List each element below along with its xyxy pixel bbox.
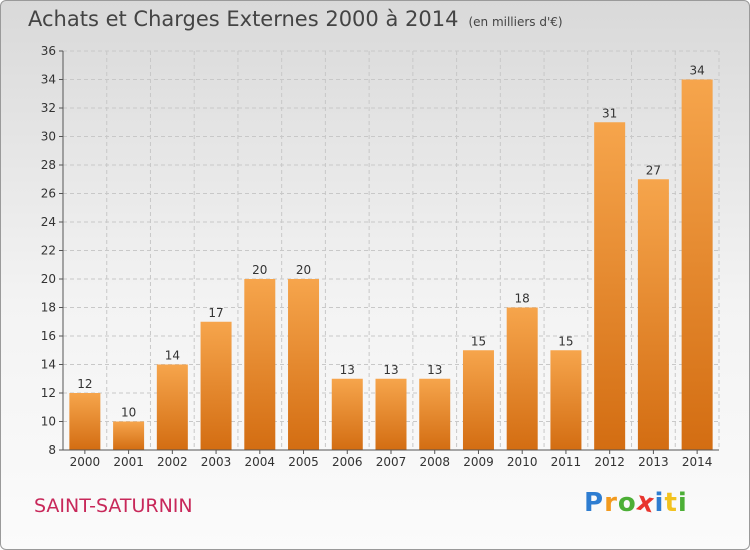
commune-name: SAINT-SATURNIN bbox=[34, 495, 193, 517]
bar bbox=[113, 421, 145, 450]
bar bbox=[244, 279, 276, 450]
logo-letter: o bbox=[617, 488, 637, 518]
bar-value-label: 20 bbox=[252, 263, 267, 277]
bar bbox=[200, 321, 232, 450]
bars: 12 10 14 17 20 20 13 13 13 15 18 15 31 27 34 bbox=[69, 64, 713, 450]
chart-title-block: Achats et Charges Externes 2000 à 2014 (e… bbox=[28, 7, 563, 31]
x-tick-label: 2007 bbox=[376, 455, 407, 469]
bar-value-label: 13 bbox=[383, 363, 398, 377]
bar-value-label: 15 bbox=[471, 334, 486, 348]
x-tick-label: 2011 bbox=[551, 455, 582, 469]
logo-letter: i bbox=[654, 488, 665, 518]
bar-value-label: 31 bbox=[602, 106, 617, 120]
x-tick-label: 2009 bbox=[463, 455, 494, 469]
bar bbox=[681, 79, 713, 450]
logo-letter: r bbox=[604, 488, 618, 518]
x-tick-label: 2001 bbox=[113, 455, 144, 469]
logo-letter: t bbox=[664, 488, 678, 518]
y-tick-label: 32 bbox=[41, 101, 56, 115]
bar bbox=[156, 364, 188, 450]
y-tick-label: 8 bbox=[48, 443, 56, 457]
chart-title: Achats et Charges Externes 2000 à 2014 bbox=[28, 7, 459, 31]
bar bbox=[69, 393, 101, 450]
bar bbox=[594, 122, 626, 450]
bar bbox=[506, 307, 538, 450]
bar-value-label: 14 bbox=[165, 349, 180, 363]
bar-value-label: 15 bbox=[558, 334, 573, 348]
bar-value-label: 27 bbox=[646, 163, 661, 177]
y-tick-label: 22 bbox=[41, 244, 56, 258]
logo-letter: P bbox=[584, 488, 605, 518]
bar-value-label: 10 bbox=[121, 406, 136, 420]
bar-value-label: 12 bbox=[77, 377, 92, 391]
x-tick-label: 2013 bbox=[638, 455, 669, 469]
bar bbox=[419, 378, 451, 450]
x-tick-label: 2002 bbox=[157, 455, 188, 469]
y-tick-label: 16 bbox=[41, 329, 56, 343]
x-tick-label: 2012 bbox=[594, 455, 625, 469]
x-tick-label: 2000 bbox=[70, 455, 101, 469]
y-tick-label: 28 bbox=[41, 158, 56, 172]
bar-value-label: 34 bbox=[689, 64, 704, 78]
bar bbox=[550, 350, 582, 450]
bar bbox=[288, 279, 320, 450]
y-tick-label: 14 bbox=[41, 358, 56, 372]
y-tick-label: 24 bbox=[41, 215, 56, 229]
bar-value-label: 17 bbox=[208, 306, 223, 320]
bar-value-label: 13 bbox=[427, 363, 442, 377]
x-tick-label: 2008 bbox=[419, 455, 450, 469]
bar-value-label: 18 bbox=[515, 292, 530, 306]
y-tick-label: 36 bbox=[41, 44, 56, 58]
x-tick-label: 2010 bbox=[507, 455, 538, 469]
bar bbox=[637, 179, 669, 450]
y-tick-label: 20 bbox=[41, 272, 56, 286]
y-tick-label: 34 bbox=[41, 73, 56, 87]
x-tick-label: 2003 bbox=[201, 455, 232, 469]
y-tick-label: 12 bbox=[41, 386, 56, 400]
x-tick-label: 2006 bbox=[332, 455, 363, 469]
axes: 8 10 12 14 16 18 20 22 24 26 28 30 32 34 36 2000 2001 200… bbox=[41, 44, 719, 469]
proxiti-logo: Proxiti bbox=[584, 486, 688, 519]
x-tick-label: 2014 bbox=[682, 455, 713, 469]
bar bbox=[462, 350, 494, 450]
bar bbox=[331, 378, 363, 450]
x-tick-label: 2005 bbox=[288, 455, 319, 469]
y-tick-label: 30 bbox=[41, 130, 56, 144]
x-tick-label: 2004 bbox=[245, 455, 276, 469]
logo-letter: i bbox=[677, 488, 688, 518]
y-tick-label: 26 bbox=[41, 187, 56, 201]
bar-value-label: 20 bbox=[296, 263, 311, 277]
chart-unit-label: (en milliers d'€) bbox=[468, 15, 563, 29]
y-tick-label: 10 bbox=[41, 415, 56, 429]
bar bbox=[375, 378, 407, 450]
bar-value-label: 13 bbox=[340, 363, 355, 377]
y-tick-label: 18 bbox=[41, 301, 56, 315]
